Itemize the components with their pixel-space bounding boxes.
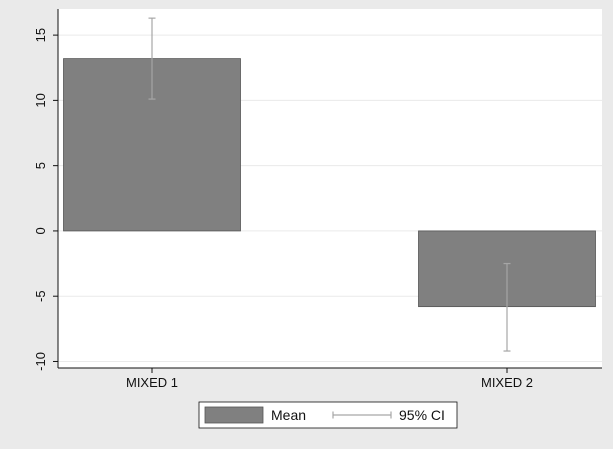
x-tick-label-mixed-1: MIXED 1 xyxy=(126,375,178,390)
x-tick-label-mixed-2: MIXED 2 xyxy=(481,375,533,390)
legend-swatch-mean xyxy=(204,406,264,424)
y-tick-label--5: -5 xyxy=(33,290,48,302)
y-tick-label-15: 15 xyxy=(33,28,48,42)
y-tick-label-5: 5 xyxy=(33,162,48,169)
y-tick-label--10: -10 xyxy=(33,352,48,371)
y-tick-label-0: 0 xyxy=(33,227,48,234)
legend-label-ci: 95% CI xyxy=(399,407,445,423)
legend-label-mean: Mean xyxy=(271,407,306,423)
y-tick-label-10: 10 xyxy=(33,93,48,107)
